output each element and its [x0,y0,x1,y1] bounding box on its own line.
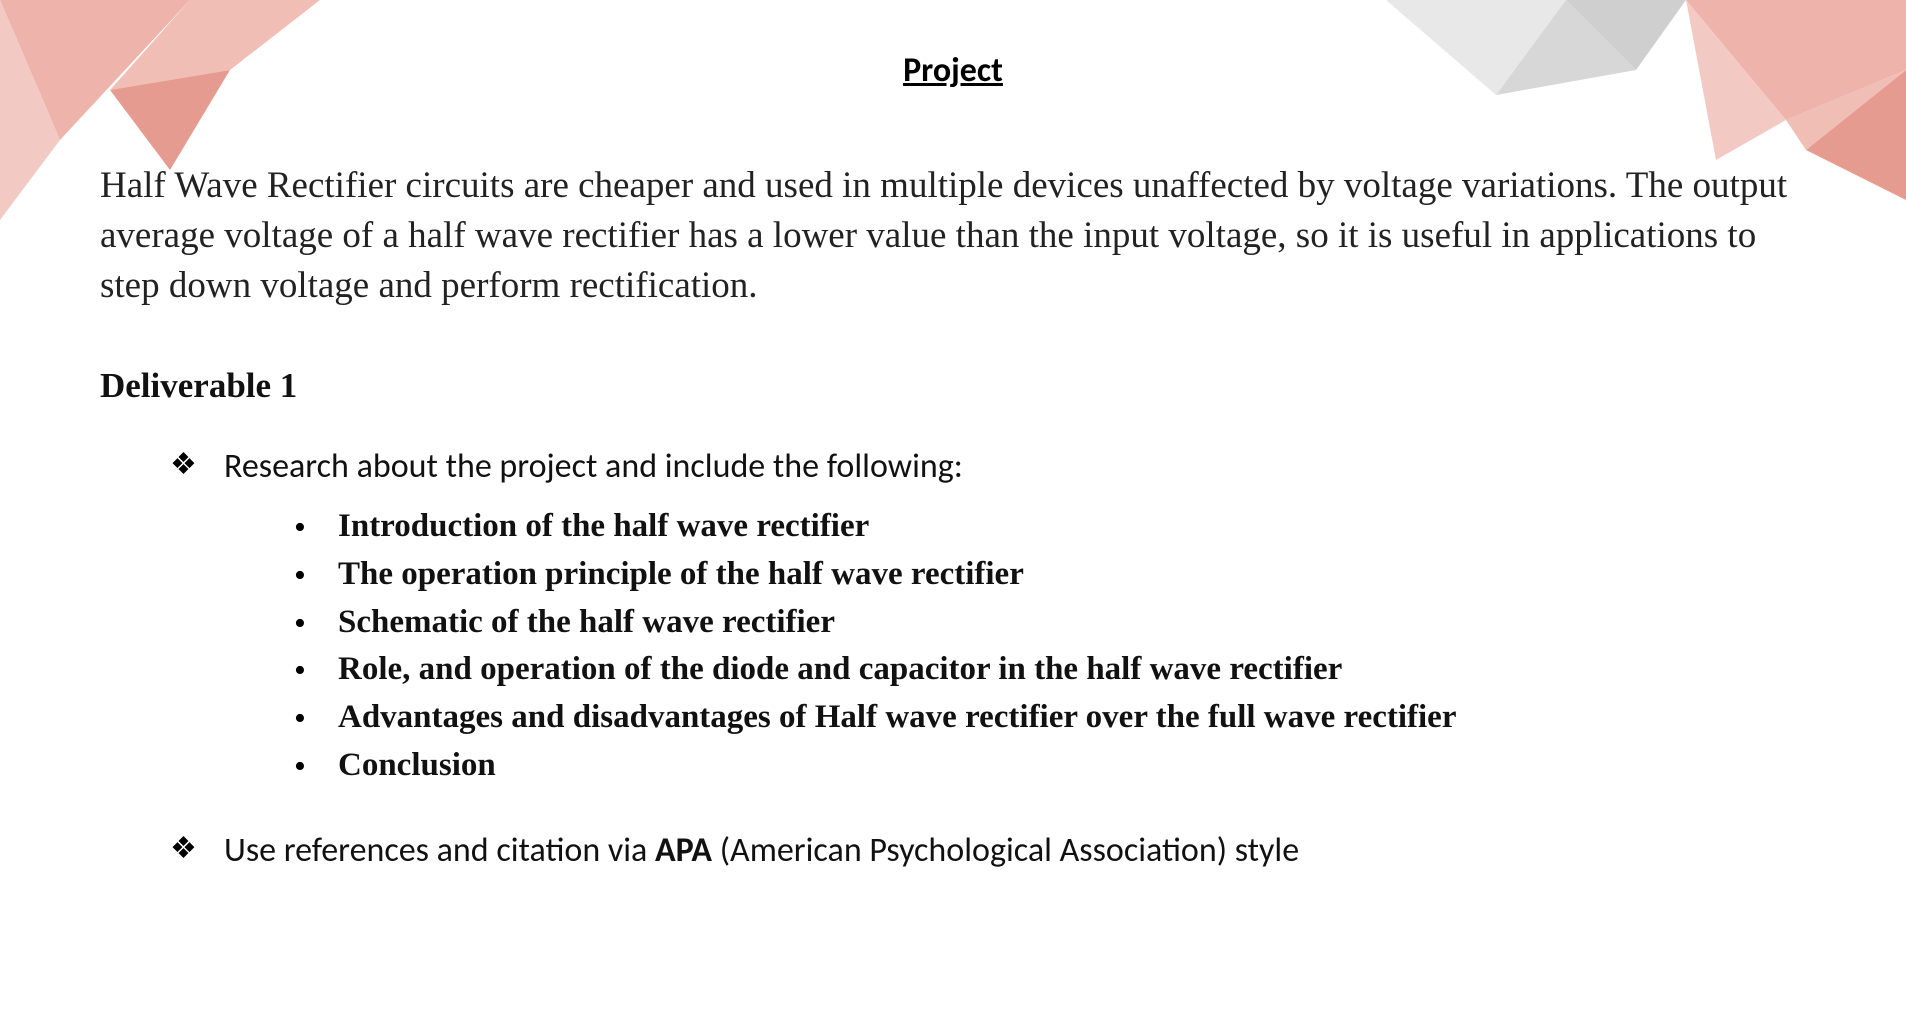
topic-item: The operation principle of the half wave… [294,551,1806,599]
topic-label: Conclusion [338,747,496,783]
topic-item: Advantages and disadvantages of Half wav… [294,694,1806,742]
page-title: Project [100,50,1806,91]
topic-label: Advantages and disadvantages of Half wav… [338,699,1456,735]
apa-text-prefix: Use references and citation via [224,830,655,871]
topic-item: Role, and operation of the diode and cap… [294,646,1806,694]
deliverable-item-apa: Use references and citation via APA (Ame… [170,830,1806,871]
apa-text-bold: APA [655,830,712,871]
topic-item: Conclusion [294,742,1806,790]
research-topic-list: Introduction of the half wave rectifier … [224,503,1806,790]
topic-label: Role, and operation of the diode and cap… [338,651,1342,687]
section-heading-deliverable-1: Deliverable 1 [100,366,1806,406]
topic-item: Introduction of the half wave rectifier [294,503,1806,551]
deliverable-list: Research about the project and include t… [100,446,1806,871]
topic-label: Introduction of the half wave rectifier [338,508,869,544]
deliverable-item-research: Research about the project and include t… [170,446,1806,790]
apa-text-suffix: (American Psychological Association) sty… [712,830,1299,871]
topic-label: The operation principle of the half wave… [338,556,1024,592]
document-page: Project Half Wave Rectifier circuits are… [0,0,1906,1010]
topic-item: Schematic of the half wave rectifier [294,599,1806,647]
topic-label: Schematic of the half wave rectifier [338,604,835,640]
deliverable-item-label: Research about the project and include t… [224,446,963,487]
intro-paragraph: Half Wave Rectifier circuits are cheaper… [100,161,1806,311]
